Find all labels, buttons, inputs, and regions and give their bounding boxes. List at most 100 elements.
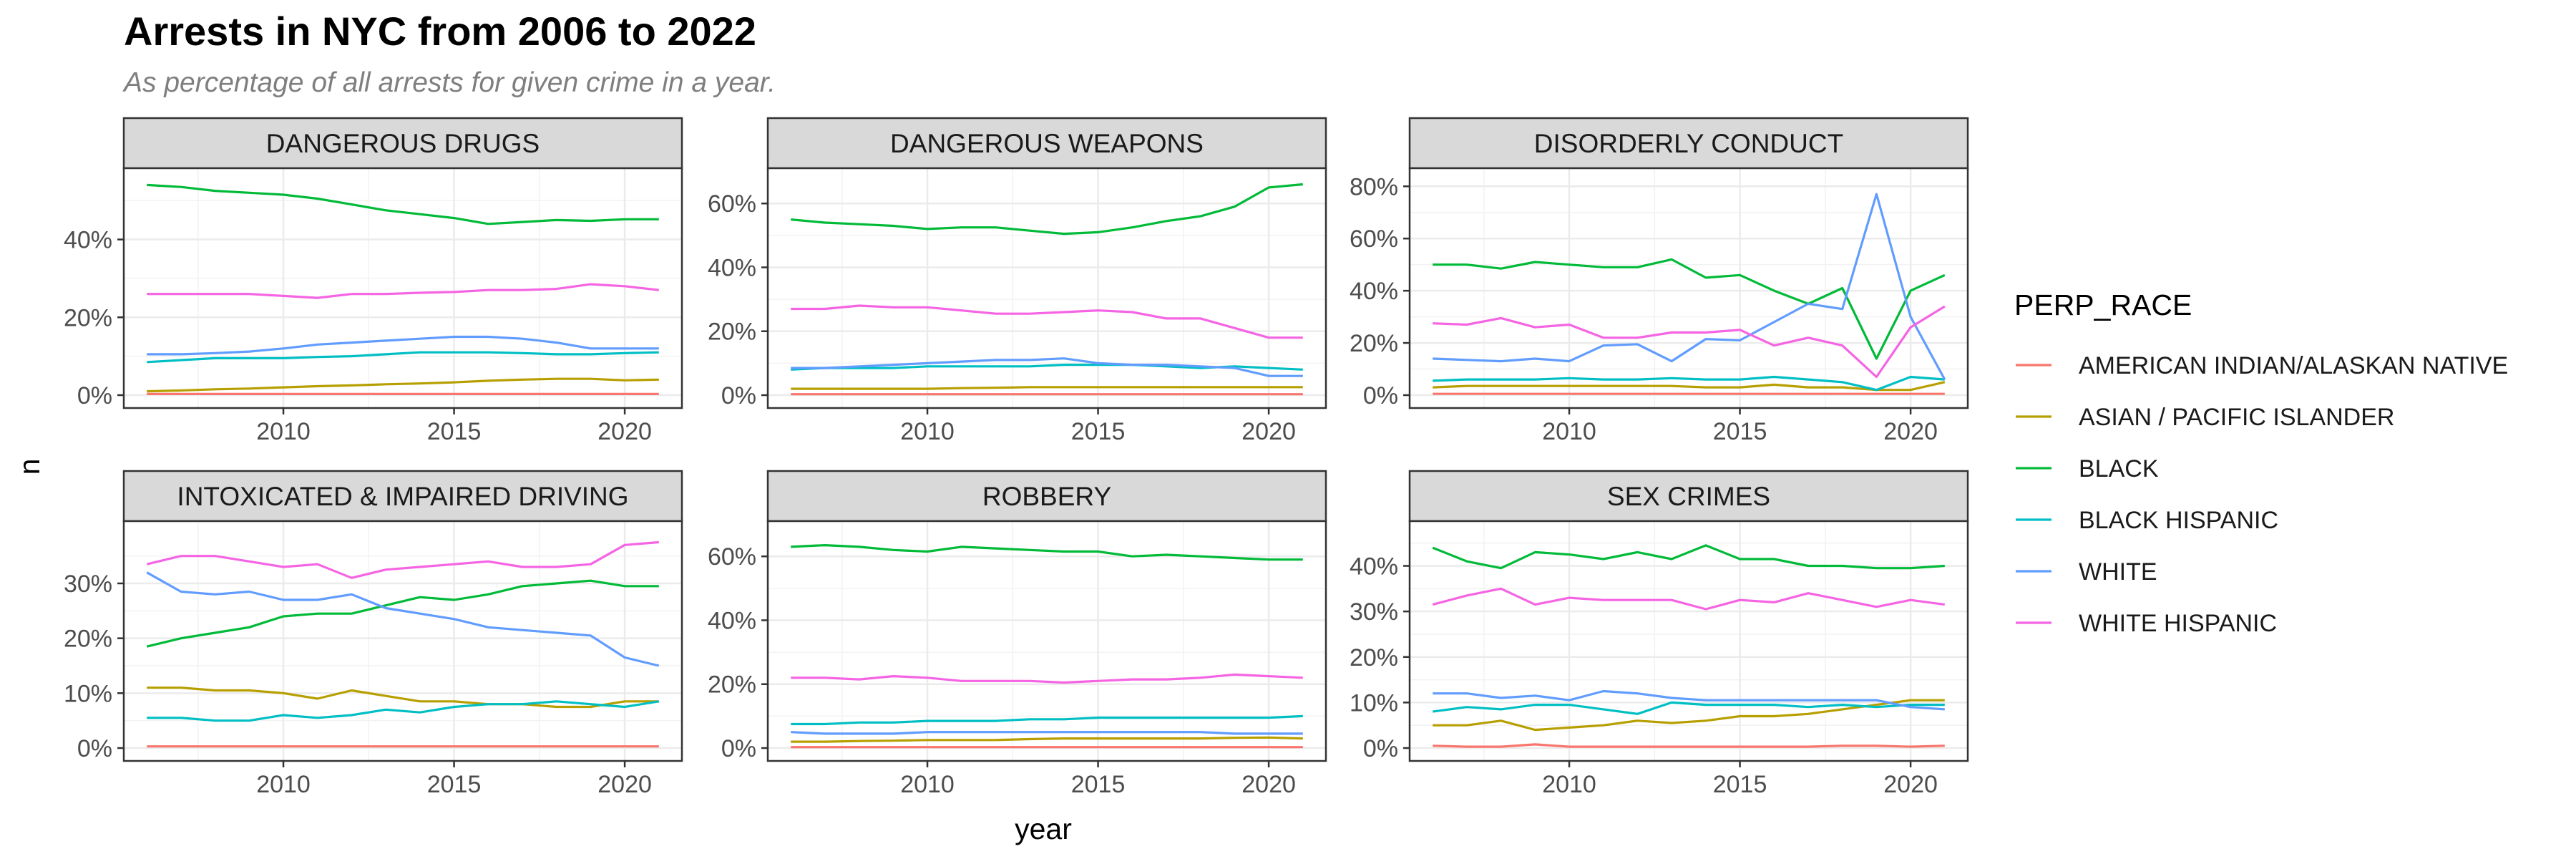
y-tick-label: 0%: [721, 382, 756, 409]
series-line-american-indian-alaskan-native: [1433, 743, 1945, 748]
panel-strip: [122, 117, 683, 170]
plot-background: [124, 168, 682, 408]
chart-title: Arrests in NYC from 2006 to 2022: [124, 9, 756, 54]
panel-strip: [766, 117, 1327, 170]
y-tick-label: 60%: [708, 543, 756, 571]
panel-border: [766, 167, 1327, 409]
y-tick-label: 20%: [708, 319, 756, 346]
x-tick-label: 2010: [256, 418, 311, 445]
series-line-asian-pacific-islander: [147, 686, 659, 709]
panel-intoxicated-impaired-driving: INTOXICATED & IMPAIRED DRIVING 0% 10% 20% 30…: [64, 470, 683, 798]
x-tick-label: 2015: [1713, 771, 1767, 798]
x-tick-label: 2010: [1542, 418, 1596, 445]
series-line-black: [1433, 258, 1946, 360]
panel-robbery: ROBBERY 0% 20% 40% 60% 2010 2015 2020: [708, 470, 1327, 798]
panel-border: [1408, 167, 1969, 409]
panel-border: [122, 520, 683, 762]
y-tick-label: 40%: [1350, 553, 1398, 581]
panel-border: [1408, 520, 1969, 762]
legend-label: WHITE HISPANIC: [2079, 610, 2277, 637]
series-line-white: [1433, 689, 1945, 711]
series-line-asian-pacific-islander: [147, 377, 659, 393]
y-tick-label: 30%: [64, 571, 112, 598]
series-line-asian-pacific-islander: [791, 386, 1303, 390]
x-axis-title: year: [1015, 812, 1072, 845]
x-tick-label: 2010: [256, 771, 311, 798]
y-tick-label: 10%: [1350, 689, 1398, 717]
y-tick-label: 60%: [1350, 225, 1398, 253]
series-line-white-hispanic: [1433, 305, 1946, 379]
series-line-white: [146, 571, 660, 667]
series-line-white: [791, 731, 1303, 735]
panel-strip: [1408, 117, 1969, 170]
y-tick-label: 10%: [64, 680, 112, 707]
series-line-white-hispanic: [147, 283, 659, 299]
legend-label: ASIAN / PACIFIC ISLANDER: [2079, 404, 2394, 431]
y-tick-label: 40%: [708, 254, 756, 281]
series-line-black: [791, 183, 1303, 236]
x-tick-label: 2020: [1241, 418, 1296, 445]
y-tick-label: 40%: [64, 227, 112, 254]
y-tick-label: 20%: [64, 626, 112, 653]
y-tick-label: 40%: [708, 607, 756, 634]
y-tick-label: 0%: [1363, 382, 1398, 409]
x-tick-label: 2010: [900, 771, 955, 798]
x-tick-label: 2015: [1071, 418, 1126, 445]
panel-dangerous-drugs: DANGEROUS DRUGS 0% 20% 40% 2010 2015 2020: [64, 117, 683, 445]
y-tick-label: 0%: [77, 382, 112, 409]
y-tick-label: 40%: [1350, 278, 1398, 305]
x-tick-label: 2020: [1883, 418, 1938, 445]
y-tick-label: 0%: [721, 735, 756, 762]
x-tick-label: 2020: [597, 771, 652, 798]
y-tick-label: 0%: [1363, 735, 1398, 762]
series-line-black: [147, 183, 659, 225]
legend-label: BLACK: [2079, 455, 2159, 482]
panel-border: [122, 167, 683, 409]
panel-title: DANGEROUS WEAPONS: [890, 129, 1204, 158]
x-tick-label: 2015: [427, 771, 482, 798]
panel-sex-crimes: SEX CRIMES 0% 10% 20% 30% 40% 2010 2015 2020: [1350, 470, 1969, 798]
series-line-black-hispanic: [791, 714, 1303, 726]
panel-border: [766, 520, 1327, 762]
series-line-black-hispanic: [147, 351, 659, 364]
series-line-white: [147, 335, 659, 356]
series-line-black: [791, 544, 1303, 561]
x-tick-label: 2020: [1241, 771, 1296, 798]
x-tick-label: 2010: [1542, 771, 1596, 798]
y-axis-title: n: [13, 459, 46, 475]
series-line-white: [791, 357, 1303, 377]
series-line-black-hispanic: [147, 700, 660, 722]
y-tick-label: 20%: [1350, 644, 1398, 671]
chart-subtitle: As percentage of all arrests for given c…: [122, 67, 776, 98]
legend: PERP_RACE AMERICAN INDIAN/ALASKAN NATIVE…: [2014, 288, 2508, 637]
panel-title: DANGEROUS DRUGS: [266, 129, 540, 158]
x-tick-label: 2015: [427, 418, 482, 445]
panel-title: ROBBERY: [982, 482, 1111, 511]
panel-title: SEX CRIMES: [1607, 482, 1770, 511]
x-tick-label: 2015: [1713, 418, 1767, 445]
y-tick-label: 20%: [708, 671, 756, 699]
panel-strip: [766, 470, 1327, 523]
series-line-white-hispanic: [791, 673, 1303, 684]
legend-label: BLACK HISPANIC: [2079, 507, 2278, 534]
series-line-black-hispanic: [1432, 701, 1945, 715]
y-tick-label: 80%: [1350, 173, 1398, 200]
x-tick-label: 2010: [900, 418, 955, 445]
y-tick-label: 0%: [77, 735, 112, 762]
panel-dangerous-weapons: DANGEROUS WEAPONS 0% 20% 40% 60% 2010 2015 2020: [708, 117, 1327, 445]
legend-label: AMERICAN INDIAN/ALASKAN NATIVE: [2079, 352, 2508, 379]
series-line-asian-pacific-islander: [1433, 381, 1946, 392]
y-tick-label: 60%: [708, 190, 756, 218]
series-line-black-hispanic: [1433, 375, 1945, 392]
series-line-white-hispanic: [146, 540, 659, 579]
panel-strip: [1408, 470, 1969, 523]
y-tick-label: 30%: [1350, 598, 1398, 626]
y-tick-label: 20%: [1350, 330, 1398, 357]
x-tick-label: 2015: [1071, 771, 1126, 798]
series-line-white-hispanic: [1432, 587, 1946, 611]
x-tick-label: 2020: [597, 418, 652, 445]
panel-disorderly-conduct: DISORDERLY CONDUCT 0% 20% 40% 60% 80% 2010 2015…: [1350, 117, 1969, 445]
series-line-white: [1433, 193, 1946, 380]
